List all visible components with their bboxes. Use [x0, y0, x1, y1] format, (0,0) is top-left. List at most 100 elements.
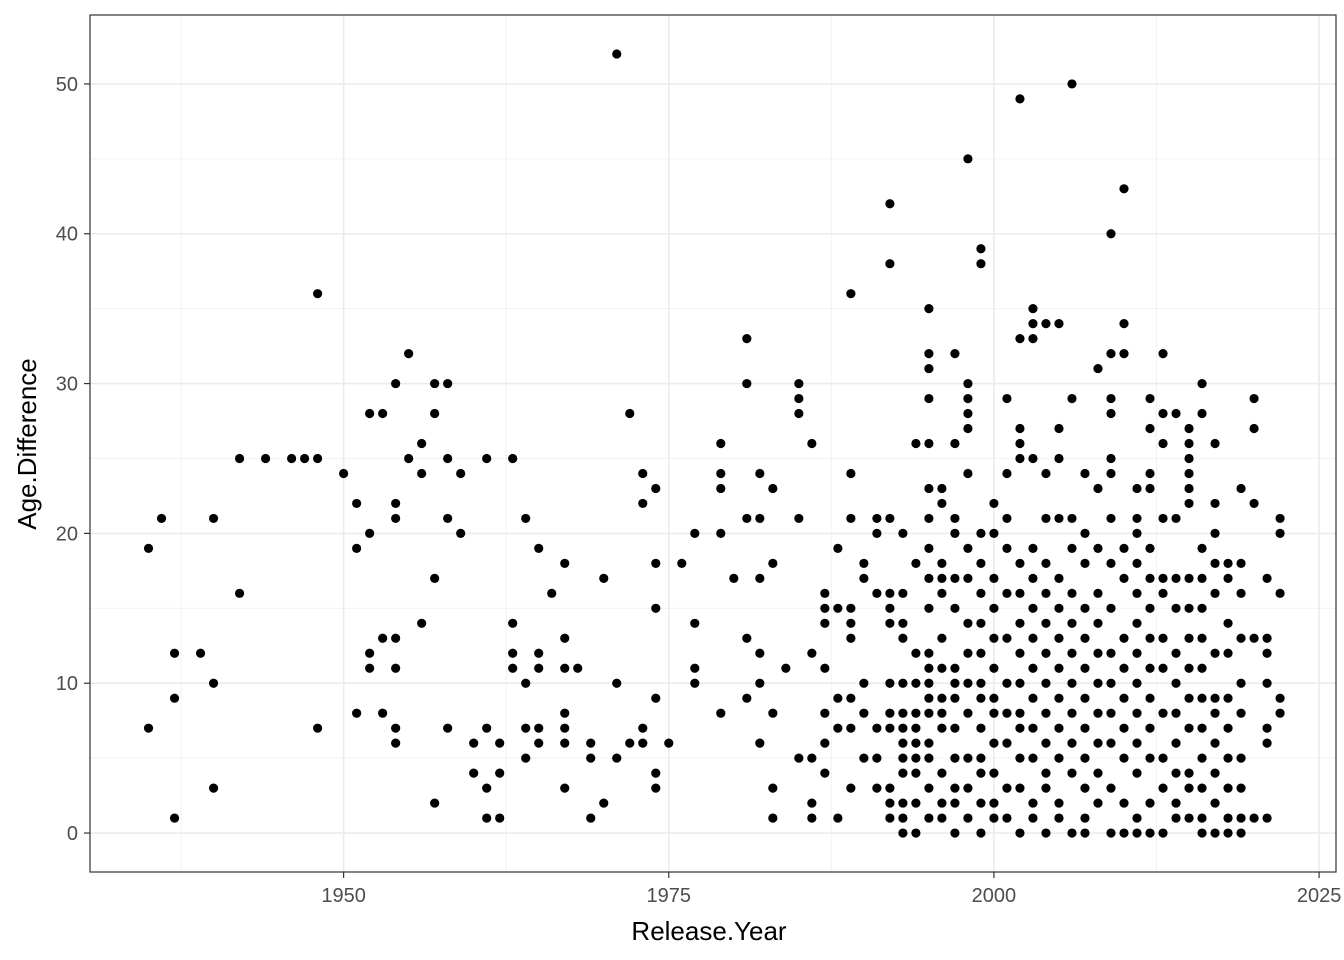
- data-point: [924, 603, 934, 613]
- data-point: [417, 468, 427, 479]
- data-point: [495, 813, 505, 823]
- data-point: [1067, 543, 1077, 553]
- data-point: [963, 573, 973, 583]
- data-point: [911, 798, 921, 808]
- data-point: [1158, 513, 1168, 524]
- data-point: [1275, 588, 1285, 598]
- data-point: [846, 289, 856, 299]
- data-point: [989, 573, 999, 583]
- data-point: [807, 753, 817, 763]
- data-point: [911, 738, 921, 748]
- data-point: [1145, 603, 1155, 613]
- data-point: [651, 783, 661, 793]
- data-point: [1223, 573, 1233, 583]
- data-point: [1028, 304, 1038, 314]
- data-point: [846, 693, 856, 703]
- data-point: [391, 663, 401, 673]
- data-point: [950, 528, 960, 538]
- data-point: [1015, 828, 1025, 838]
- data-point: [1158, 828, 1168, 838]
- data-point: [963, 783, 973, 793]
- data-point: [742, 693, 752, 703]
- data-point: [963, 543, 973, 553]
- data-point: [417, 618, 427, 628]
- data-point: [1262, 723, 1272, 733]
- data-point: [1002, 588, 1012, 598]
- data-point: [651, 768, 661, 778]
- data-point: [1223, 648, 1233, 658]
- data-point: [937, 813, 947, 823]
- data-point: [846, 633, 856, 643]
- data-point: [1145, 633, 1155, 643]
- data-point: [1210, 738, 1220, 748]
- data-point: [651, 603, 661, 613]
- data-point: [937, 663, 947, 673]
- data-point: [1145, 723, 1155, 733]
- data-point: [924, 648, 934, 658]
- data-point: [1106, 738, 1116, 748]
- data-point: [482, 453, 492, 464]
- data-point: [1210, 528, 1220, 538]
- data-point: [846, 603, 856, 613]
- data-point: [1093, 618, 1103, 628]
- data-point: [898, 633, 908, 643]
- data-point: [898, 768, 908, 778]
- data-point: [807, 798, 817, 808]
- data-point: [885, 813, 895, 823]
- data-point: [612, 49, 622, 59]
- data-point: [1041, 678, 1051, 688]
- data-point: [716, 708, 726, 718]
- data-point: [1054, 603, 1064, 613]
- data-point: [872, 783, 882, 793]
- data-point: [1262, 678, 1272, 688]
- data-point: [1080, 723, 1090, 733]
- data-point: [1184, 468, 1194, 479]
- data-point: [924, 753, 934, 763]
- data-point: [963, 648, 973, 658]
- data-point: [911, 678, 921, 688]
- data-point: [1119, 798, 1129, 808]
- data-point: [1054, 663, 1064, 673]
- data-point: [1002, 513, 1012, 524]
- data-point: [833, 693, 843, 703]
- data-point: [352, 498, 362, 509]
- data-point: [1041, 783, 1051, 793]
- data-point: [1145, 663, 1155, 673]
- data-point: [1054, 423, 1064, 434]
- data-point: [443, 723, 453, 733]
- data-point: [1158, 708, 1168, 718]
- data-point: [963, 378, 973, 389]
- data-point: [469, 768, 479, 778]
- data-point: [1067, 708, 1077, 718]
- data-point: [482, 723, 492, 733]
- data-point: [1158, 438, 1168, 449]
- data-point: [794, 753, 804, 763]
- data-point: [625, 408, 635, 419]
- data-point: [586, 813, 596, 823]
- data-point: [339, 468, 349, 479]
- data-point: [208, 513, 219, 524]
- data-point: [508, 648, 518, 658]
- data-point: [1158, 663, 1168, 673]
- data-point: [1041, 618, 1051, 628]
- y-tick-label: 40: [56, 224, 78, 246]
- data-point: [521, 753, 531, 763]
- data-point: [378, 408, 388, 419]
- data-point: [1197, 603, 1207, 613]
- data-point: [1093, 363, 1103, 374]
- data-point: [1002, 543, 1012, 553]
- data-point: [1093, 543, 1103, 553]
- data-point: [1158, 588, 1168, 598]
- data-point: [950, 663, 960, 673]
- data-point: [1106, 453, 1116, 464]
- data-point: [1067, 79, 1077, 89]
- data-point: [1002, 468, 1012, 479]
- data-point: [1015, 453, 1025, 464]
- data-point: [1145, 393, 1155, 404]
- data-point: [1067, 678, 1077, 688]
- data-point: [1184, 483, 1194, 494]
- data-point: [1028, 753, 1038, 763]
- data-point: [1080, 633, 1090, 643]
- data-point: [885, 259, 895, 269]
- data-point: [1041, 828, 1051, 838]
